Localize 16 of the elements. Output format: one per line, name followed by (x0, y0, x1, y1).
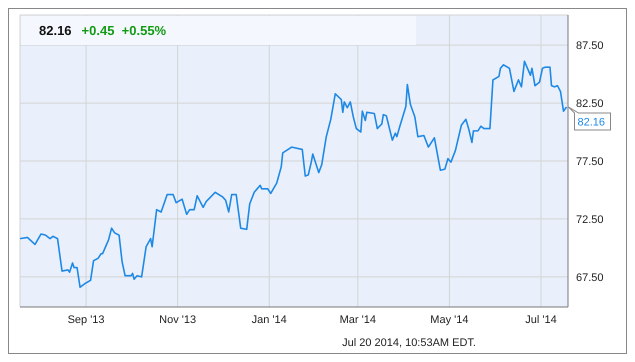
text: 82.16 (39, 23, 72, 38)
text: +0.45 +0.55% (82, 23, 166, 38)
x-tick-label: Jan '14 (252, 314, 287, 326)
y-tick-label: 87.50 (576, 40, 604, 52)
text: Jul 20 2014, 10:53AM EDT. (342, 337, 476, 349)
x-tick-label: Sep '13 (68, 314, 105, 326)
y-tick-label: 67.50 (576, 272, 604, 284)
y-tick-label: 77.50 (576, 156, 604, 168)
y-tick-label: 72.50 (576, 214, 604, 226)
y-tick-label: 82.50 (576, 98, 604, 110)
x-tick-label: Jul '14 (525, 314, 557, 326)
x-tick-label: Mar '14 (340, 314, 376, 326)
x-tick-label: May '14 (430, 314, 468, 326)
x-tick-label: Nov '13 (159, 314, 196, 326)
line-series (20, 60, 568, 288)
annotation: 82.16 (578, 116, 606, 129)
